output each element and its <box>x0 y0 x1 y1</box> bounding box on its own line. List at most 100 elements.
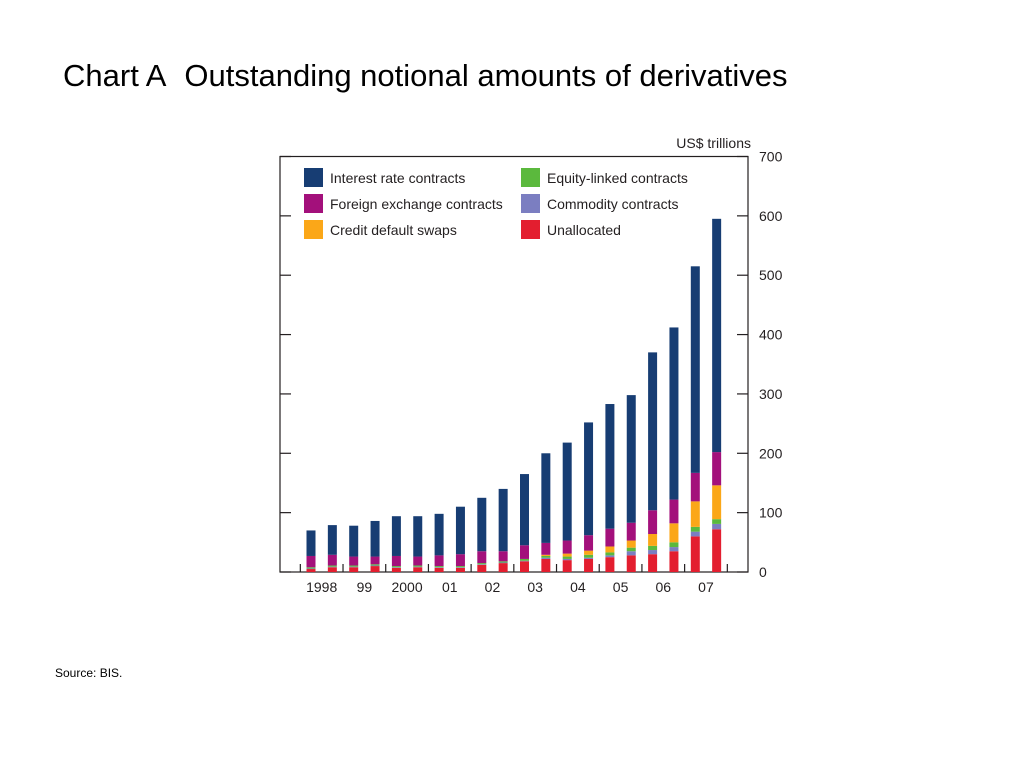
bar-stack <box>712 218 722 572</box>
bar-stack <box>413 516 423 572</box>
x-tick-label: 01 <box>442 579 458 595</box>
bar-stack <box>349 525 359 572</box>
bar-segment <box>562 556 572 559</box>
y-axis-tick-labels: 0 100 200 300 400 500 600 700 <box>759 149 783 581</box>
bar-stack <box>520 474 529 572</box>
bar-stack <box>455 506 465 572</box>
bar-segment <box>562 442 572 541</box>
bar-segment <box>690 536 700 572</box>
x-tick-label: 04 <box>570 579 586 595</box>
bar-stack <box>541 453 551 572</box>
bar-stack <box>327 525 337 572</box>
bar-segment <box>690 531 700 537</box>
bar-stack <box>477 497 487 572</box>
bar-segment <box>498 551 508 562</box>
bar-stack <box>648 352 658 572</box>
bar-segment <box>477 497 487 552</box>
bar-segment <box>648 554 658 572</box>
bar-segment <box>498 488 508 552</box>
legend-swatch <box>521 194 540 213</box>
bar-stack <box>584 422 594 572</box>
bar-segment <box>391 567 401 572</box>
bar-segment <box>584 550 594 555</box>
bar-segment <box>349 567 359 572</box>
bar-segment <box>306 530 316 556</box>
bar-segment <box>669 547 679 552</box>
bar-segment <box>626 555 636 572</box>
legend-swatch <box>304 220 323 239</box>
bar-segment <box>669 523 679 543</box>
bar-segment <box>520 558 529 561</box>
bar-segment <box>605 546 615 553</box>
bar-segment <box>648 510 658 535</box>
bar-segment <box>690 472 700 502</box>
bar-segment <box>327 565 337 567</box>
bar-segment <box>605 555 615 558</box>
y-axis-unit-label: US$ trillions <box>676 135 751 151</box>
bar-stack <box>669 327 679 572</box>
bar-segment <box>562 540 572 554</box>
bar-segment <box>349 566 359 568</box>
bar-segment <box>690 501 700 527</box>
legend-label: Interest rate contracts <box>330 170 465 186</box>
bar-segment <box>626 547 636 552</box>
bar-segment <box>584 422 594 536</box>
chart-title: Chart A Outstanding notional amounts of d… <box>63 58 788 94</box>
bar-segment <box>669 499 679 524</box>
x-tick-label: 2000 <box>391 579 422 595</box>
bar-segment <box>455 567 465 568</box>
bar-segment <box>370 565 380 567</box>
bar-segment <box>306 555 316 568</box>
bar-segment <box>669 542 679 548</box>
bar-stack <box>690 266 700 572</box>
bar-segment <box>626 551 636 556</box>
legend-item: Equity-linked contracts <box>521 168 688 187</box>
bar-segment <box>434 567 444 572</box>
legend-item: Commodity contracts <box>521 194 678 213</box>
bar-segment <box>349 565 359 567</box>
bar-segment <box>690 266 700 473</box>
bar-segment <box>434 567 444 568</box>
bar-segment <box>477 564 487 572</box>
x-tick-label: 99 <box>357 579 373 595</box>
bar-stack <box>306 530 316 572</box>
bar-segment <box>520 474 529 546</box>
x-tick-label: 02 <box>485 579 501 595</box>
bar-segment <box>712 523 722 530</box>
bar-segment <box>562 553 572 557</box>
bar-stack <box>498 488 508 572</box>
bar-segment <box>327 567 337 572</box>
bar-segment <box>605 528 615 547</box>
bar-segment <box>370 556 380 565</box>
bar-segment <box>562 558 572 561</box>
bar-segment <box>498 562 508 564</box>
y-tick-label: 400 <box>759 327 783 343</box>
legend-item: Foreign exchange contracts <box>304 194 503 213</box>
bar-segment <box>434 566 444 568</box>
legend-swatch <box>521 220 540 239</box>
x-tick-label: 03 <box>527 579 543 595</box>
y-tick-label: 0 <box>759 564 767 580</box>
bar-segment <box>349 556 359 566</box>
bar-segment <box>605 404 615 529</box>
bar-segment <box>413 567 423 572</box>
bar-segment <box>562 560 572 572</box>
bar-segment <box>434 513 444 556</box>
bar-segment <box>327 566 337 568</box>
bar-segment <box>669 551 679 572</box>
source-note: Source: BIS. <box>55 666 123 680</box>
bar-segment <box>477 563 487 565</box>
bar-segment <box>520 545 529 559</box>
bar-segment <box>584 558 594 572</box>
bar-segment <box>370 566 380 572</box>
legend-item: Credit default swaps <box>304 220 457 239</box>
bar-segment <box>455 506 465 555</box>
x-axis-ticks <box>299 564 728 572</box>
bar-segment <box>391 555 401 567</box>
bar-segment <box>455 566 465 568</box>
legend-item: Unallocated <box>521 220 621 239</box>
bar-segment <box>391 516 401 556</box>
bar-segment <box>477 564 487 565</box>
legend-label: Credit default swaps <box>330 222 457 238</box>
bar-segment <box>327 554 337 566</box>
